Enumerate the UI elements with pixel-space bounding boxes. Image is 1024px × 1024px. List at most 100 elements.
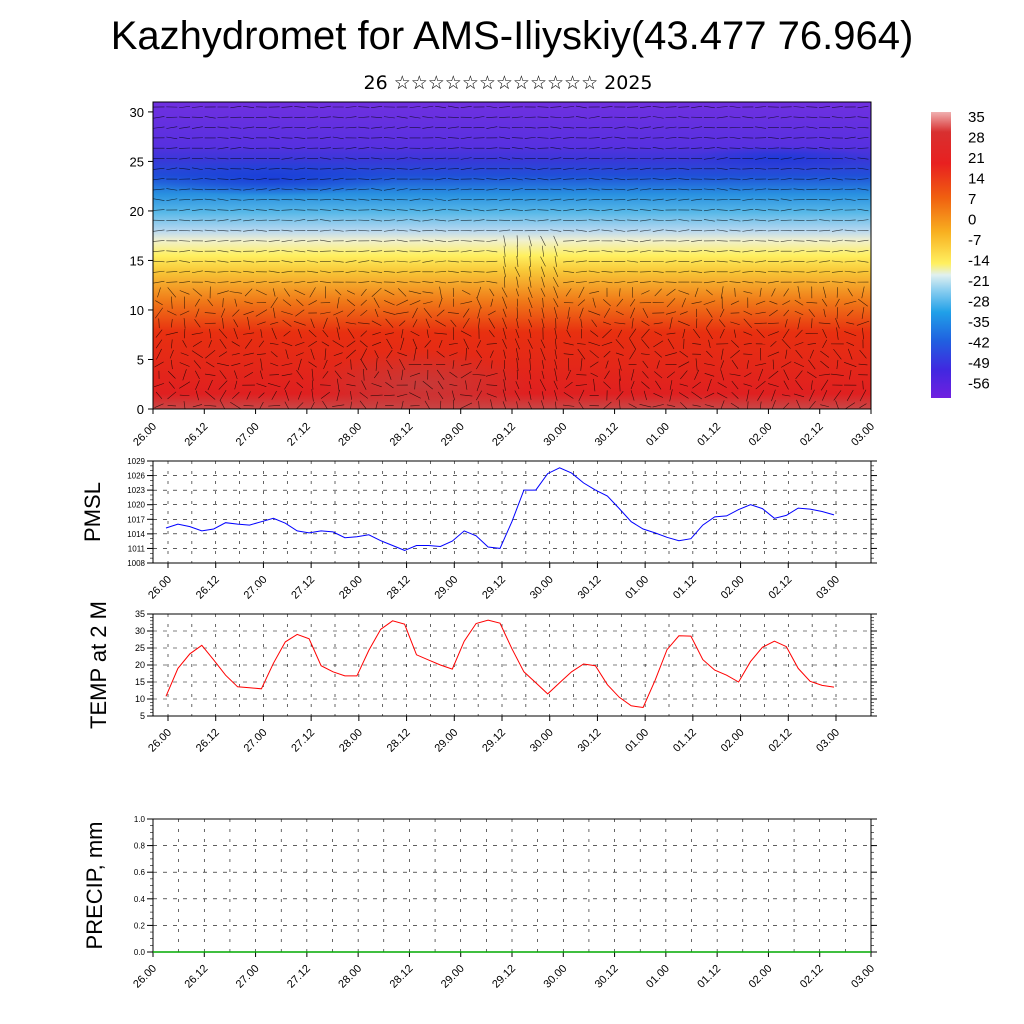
wind-vector xyxy=(231,341,240,347)
wind-vector xyxy=(575,157,587,160)
wind-vector xyxy=(691,147,703,149)
wind-vector xyxy=(550,219,562,222)
wind-vector xyxy=(511,199,523,201)
wind-vector xyxy=(836,307,839,319)
wind-vector xyxy=(793,393,805,398)
wind-vector xyxy=(729,136,741,139)
y-tick-label: 15 xyxy=(135,677,145,687)
wind-vector xyxy=(516,318,519,329)
wind-vector xyxy=(336,297,340,309)
wind-vector xyxy=(295,341,305,346)
wind-vector xyxy=(191,126,203,129)
wind-vector xyxy=(477,307,481,319)
wind-vector xyxy=(179,310,190,316)
wind-vector xyxy=(703,219,715,222)
wind-vector xyxy=(627,229,639,232)
wind-vector xyxy=(844,250,856,253)
wind-vector xyxy=(678,167,690,170)
wind-vector xyxy=(179,250,191,253)
wind-vector xyxy=(836,359,839,370)
wind-vector xyxy=(281,281,293,283)
wind-vector xyxy=(859,389,867,402)
wind-vector xyxy=(795,370,803,380)
wind-vector xyxy=(447,198,459,201)
wind-vector xyxy=(154,361,164,368)
wind-vector xyxy=(323,317,328,329)
wind-vector xyxy=(222,318,224,329)
wind-vector xyxy=(396,229,408,232)
wind-vector xyxy=(780,136,792,139)
wind-vector xyxy=(755,260,767,263)
y-tick-label: 0.8 xyxy=(134,842,146,851)
wind-vector xyxy=(541,360,545,369)
wind-vector xyxy=(218,351,228,357)
wind-vector xyxy=(384,394,395,396)
wind-vector xyxy=(409,260,421,263)
wind-vector xyxy=(780,188,792,191)
wind-vector xyxy=(217,271,229,273)
wind-vector xyxy=(614,208,626,212)
wind-vector xyxy=(486,250,498,253)
wind-vector xyxy=(819,106,831,108)
wind-vector xyxy=(743,353,753,355)
wind-vector xyxy=(307,250,319,253)
wind-vector xyxy=(692,404,701,407)
wind-vector xyxy=(627,281,639,284)
wind-vector xyxy=(793,106,805,108)
wind-vector xyxy=(166,260,178,263)
wind-vector xyxy=(844,331,857,337)
wind-vector xyxy=(233,328,239,340)
chart-subtitle: 26 ☆☆☆☆☆☆☆☆☆☆☆☆ 2025 xyxy=(363,72,653,94)
wind-vector xyxy=(654,288,662,297)
wind-vector xyxy=(447,126,459,129)
wind-vector xyxy=(821,390,828,401)
wind-vector xyxy=(153,280,165,284)
wind-vector xyxy=(422,260,434,263)
wind-vector xyxy=(332,188,344,191)
wind-vector xyxy=(694,369,700,380)
wind-vector xyxy=(191,350,203,359)
wind-vector xyxy=(422,126,434,129)
wind-vector xyxy=(478,318,480,329)
wind-vector xyxy=(358,219,370,221)
wind-vector xyxy=(268,116,280,119)
wind-vector xyxy=(641,328,650,339)
wind-vector xyxy=(460,157,472,160)
wind-vector xyxy=(758,368,764,381)
colorbar-gradient xyxy=(931,112,951,398)
wind-vector xyxy=(771,400,776,409)
wind-vector xyxy=(409,372,421,377)
wind-vector xyxy=(639,209,651,211)
wind-vector xyxy=(383,188,395,191)
wind-vector xyxy=(691,250,703,253)
wind-vector xyxy=(537,198,549,201)
wind-vector xyxy=(730,402,740,409)
wind-vector xyxy=(386,338,393,350)
wind-vector xyxy=(678,178,690,180)
wind-vector xyxy=(743,331,753,336)
wind-vector xyxy=(652,219,664,222)
wind-vector xyxy=(179,199,191,201)
wind-vector xyxy=(155,329,163,338)
wind-vector xyxy=(204,209,216,211)
wind-vector xyxy=(629,348,636,360)
wind-vector xyxy=(153,198,165,201)
wind-vector xyxy=(806,157,818,160)
wind-vector xyxy=(345,126,357,129)
wind-vector xyxy=(409,208,421,212)
wind-vector xyxy=(514,266,521,277)
x-tick-label: 27.00 xyxy=(242,727,270,755)
wind-vector xyxy=(563,240,575,242)
wind-vector xyxy=(642,360,649,369)
wind-vector xyxy=(345,198,357,201)
colorbar-label: -21 xyxy=(968,273,990,290)
wind-vector xyxy=(243,260,255,263)
wind-vector xyxy=(746,389,750,402)
wind-vector xyxy=(665,147,677,149)
wind-vector xyxy=(179,219,191,222)
wind-vector xyxy=(358,250,370,253)
wind-vector xyxy=(678,392,689,399)
wind-vector xyxy=(527,339,533,349)
wind-vector xyxy=(652,188,664,191)
wind-vector xyxy=(716,137,728,139)
